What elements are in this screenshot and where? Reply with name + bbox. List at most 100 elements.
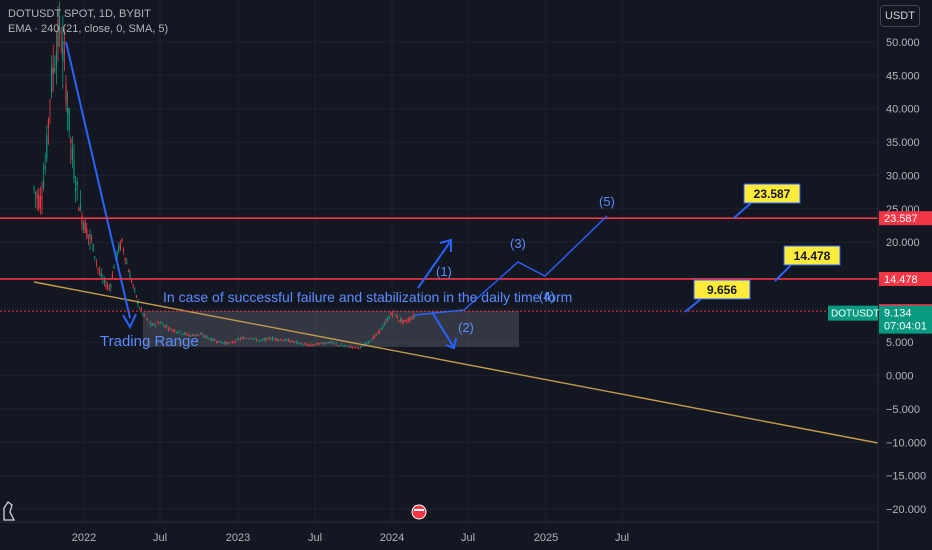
up-arrow-head [439,238,452,252]
us-flag-icon-stripe [414,509,424,511]
candle-body [129,273,131,279]
candle-body [204,335,206,337]
y-tick-label: 20.000 [886,237,920,249]
candle-body [262,339,264,341]
indicator-legend[interactable]: EMA · 240 (21, close, 0, SMA, 5) [8,23,169,35]
candle-body [164,325,166,328]
candle-body [57,20,59,47]
candle-body [191,334,193,336]
candle-body [388,316,390,319]
candle-body [273,338,275,340]
wave-label: (1) [436,264,452,279]
wave-label: (5) [599,194,615,209]
callout-pointer [684,297,703,313]
candle-body [151,324,153,326]
candle-body [347,345,349,347]
candle-body [398,320,400,321]
us-flag-icon [411,504,427,520]
candle-body [287,339,289,342]
candle-body [260,339,262,341]
candle-body [118,245,120,251]
candle-body [355,347,357,349]
candle-body [79,203,81,210]
up-arrow-line [417,241,451,289]
candle-body [383,323,385,326]
currency-button[interactable]: USDT [880,5,920,27]
candle-body [407,319,409,321]
candle-body [332,342,334,344]
candle-body [295,341,297,344]
candle-body [281,340,283,342]
candle-body [374,335,376,337]
candle-body [265,338,267,341]
candle-body [337,344,339,346]
candle-body [395,314,397,317]
candle-body [270,339,272,340]
candle-body [59,16,61,34]
candle-body [41,196,43,200]
candle-body [380,328,382,330]
candle-body [387,318,389,322]
candle-body [135,295,137,298]
symbol-tag [828,305,878,321]
candle-body [294,341,296,343]
candle-body [116,251,118,256]
callout-label: 14.478 [794,249,831,263]
trend-lines [33,41,879,444]
candle-body [97,268,99,270]
candle-body [46,134,48,159]
candle-body [121,238,123,242]
current-price-tag [879,305,932,334]
candle-body [212,338,214,341]
candle-body [100,272,102,277]
price-tag-label: 14.478 [884,274,918,286]
candle-body [254,337,256,339]
candle-body [60,48,62,50]
candle-body [321,343,323,344]
candle-body [81,215,83,225]
candle-body [406,320,408,322]
candle-body [65,83,67,103]
candle-body [390,313,392,316]
candle-body [307,344,309,346]
candle-body [131,280,133,283]
candle-body [235,339,237,343]
price-tag [879,211,932,226]
candle-body [33,187,35,189]
candle-body [251,338,253,340]
candle-body [278,339,280,341]
candle-body [107,285,109,287]
candle-body [275,338,277,340]
price-tag [879,271,932,286]
candle-body [207,337,209,339]
candle-body [236,338,238,340]
candle-body [291,340,293,342]
candle-body [369,341,371,343]
candle-body [231,342,233,343]
candle-body [241,337,243,339]
symbol-title: DOTUSDT SPOT, 1D, BYBIT [8,8,151,20]
candle-body [414,315,416,317]
candle-body [243,337,245,340]
candle-body [315,343,317,345]
y-tick-label: −10.000 [886,437,926,449]
candle-body [267,337,269,339]
candle-body [71,147,73,160]
candlestick-series [33,1,416,350]
candle-body [403,320,405,323]
candle-body [377,331,379,334]
candle-body [127,270,129,273]
price-axis[interactable]: 50.00045.00040.00035.00030.00025.00020.0… [828,0,932,550]
candle-body [103,279,105,283]
x-tick-label: 2024 [380,532,404,544]
candle-body [246,338,248,340]
candle-body [92,244,94,252]
candle-body [84,220,86,233]
down-arrow-head [122,313,137,330]
candle-body [283,340,285,342]
candle-body [94,256,96,258]
candle-body [367,340,369,343]
candle-body [342,345,344,347]
time-axis[interactable]: 2022 Jul 2023 Jul 2024 Jul 2025 Jul [0,521,878,544]
